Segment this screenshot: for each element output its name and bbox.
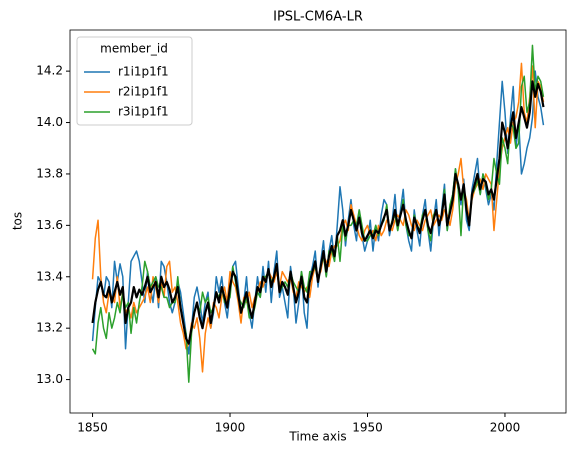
y-tick-label: 13.4	[36, 269, 63, 283]
chart-title: IPSL-CM6A-LR	[273, 10, 363, 25]
x-tick-label: 1850	[77, 421, 108, 435]
y-tick-label: 14.0	[36, 115, 63, 129]
series-line	[91, 80, 545, 345]
legend-label: r3i1p1f1	[118, 105, 169, 119]
y-tick-label: 14.2	[36, 64, 63, 78]
y-axis-label: tos	[11, 212, 25, 230]
x-tick-label: 1900	[215, 421, 246, 435]
x-tick-label: 1950	[352, 421, 383, 435]
x-axis-label: Time axis	[288, 430, 346, 444]
y-tick-label: 13.8	[36, 166, 63, 180]
legend-label: r2i1p1f1	[118, 85, 169, 99]
legend-label: r1i1p1f1	[118, 65, 169, 79]
legend-box	[76, 36, 193, 126]
legend-title: member_id	[100, 42, 168, 56]
plot-frame	[69, 29, 567, 414]
y-tick-label: 13.2	[36, 321, 63, 335]
y-tick-label: 13.6	[36, 218, 63, 232]
series-line	[91, 70, 545, 355]
y-tick-label: 13.0	[36, 372, 63, 386]
x-tick-label: 2000	[490, 421, 521, 435]
